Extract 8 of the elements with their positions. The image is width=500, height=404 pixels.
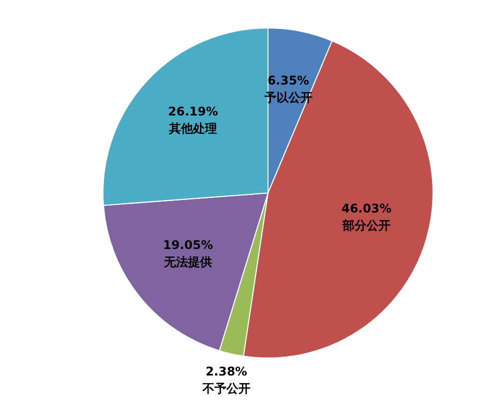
slice-label: 部分公开: [341, 218, 390, 233]
data-label: 46.03%: [341, 202, 392, 216]
slice-label: 无法提供: [163, 254, 212, 269]
slice-label: 不予公开: [201, 381, 250, 396]
data-label: 26.19%: [168, 104, 218, 118]
slice-label: 其他处理: [168, 121, 218, 136]
data-label: 2.38%: [206, 364, 248, 378]
data-label: 19.05%: [163, 238, 214, 252]
